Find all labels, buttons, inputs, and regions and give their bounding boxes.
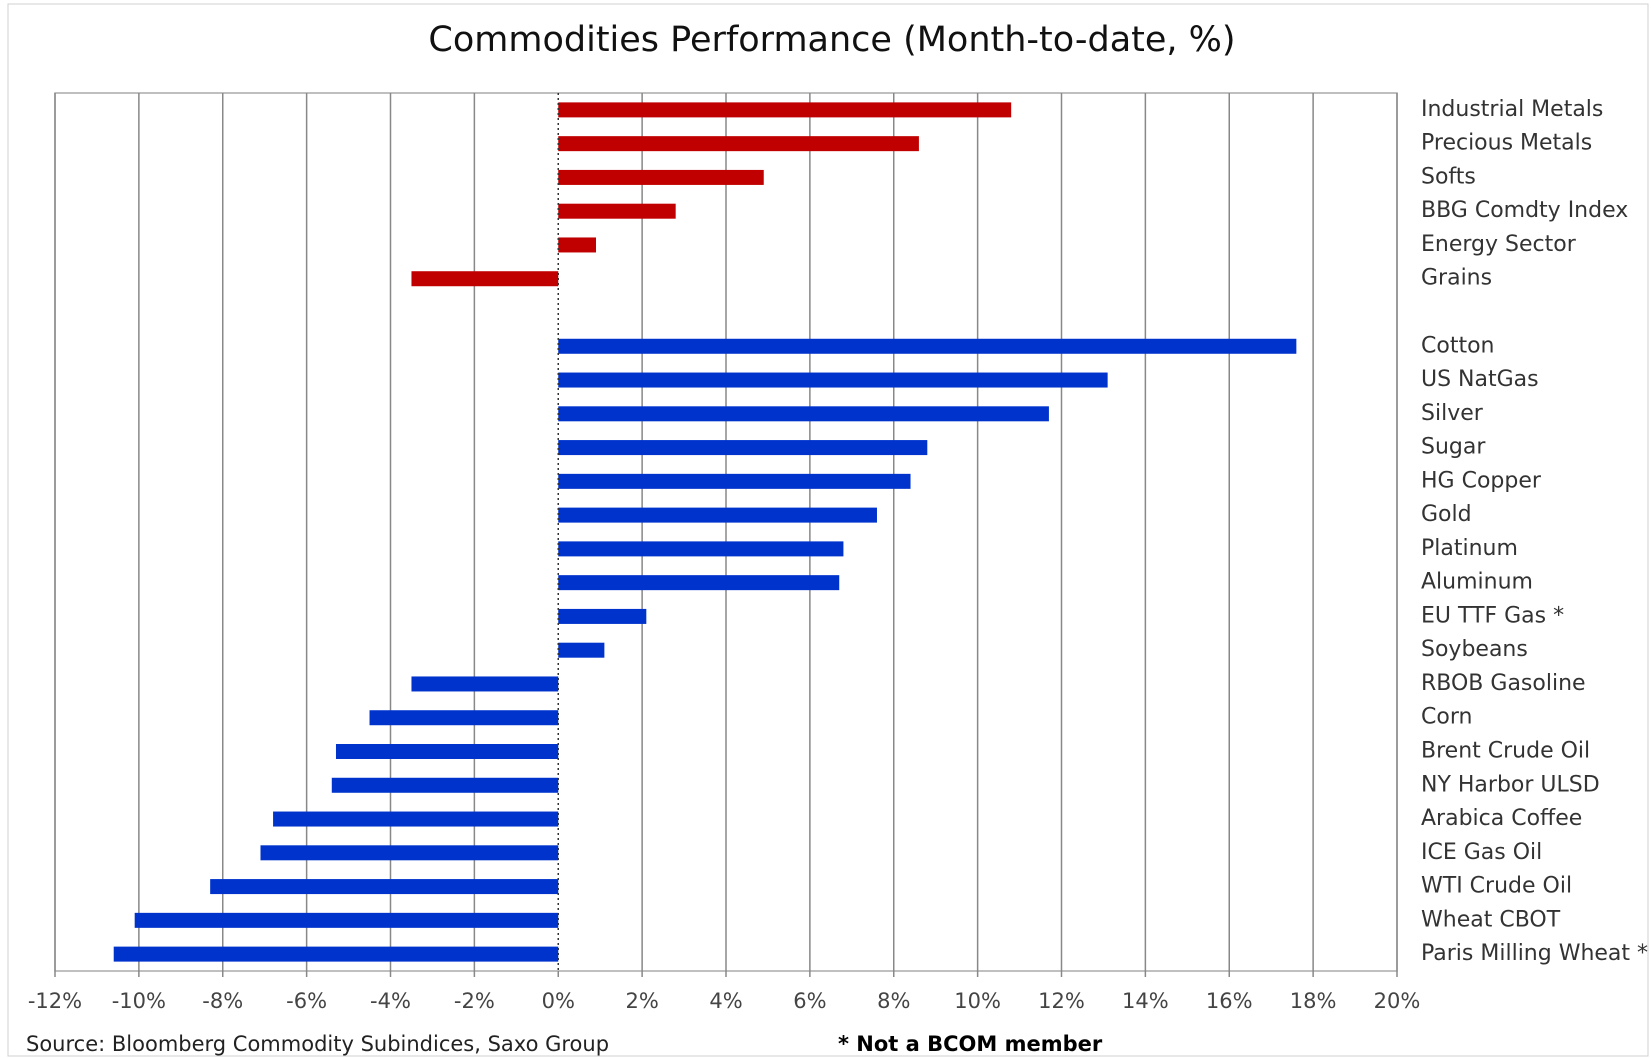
source: Source: Bloomberg Commodity Subindices, … xyxy=(26,1032,609,1056)
category-label: Aluminum xyxy=(1421,570,1533,595)
bar xyxy=(558,541,844,557)
chart-title: Commodities Performance (Month-to-date, … xyxy=(428,20,1235,60)
x-tick-label: 12% xyxy=(1038,989,1085,1013)
category-label: Grains xyxy=(1421,266,1492,291)
category-label: Sugar xyxy=(1421,435,1486,460)
bar xyxy=(331,777,559,793)
category-label: Soybeans xyxy=(1421,637,1528,662)
category-label: Arabica Coffee xyxy=(1421,806,1582,831)
bar xyxy=(134,912,559,928)
category-label: Silver xyxy=(1421,401,1484,426)
category-label: Brent Crude Oil xyxy=(1421,739,1590,764)
bar xyxy=(210,879,559,895)
category-label: WTI Crude Oil xyxy=(1421,874,1572,899)
category-label: Cotton xyxy=(1421,333,1494,358)
bar xyxy=(558,136,919,152)
category-label: US NatGas xyxy=(1421,367,1539,392)
bar xyxy=(558,507,877,523)
x-tick-label: -10% xyxy=(112,989,166,1013)
x-tick-label: 4% xyxy=(709,989,742,1013)
bar xyxy=(558,642,605,658)
category-label: Softs xyxy=(1421,164,1476,189)
category-label: RBOB Gasoline xyxy=(1421,671,1586,696)
bar xyxy=(558,406,1049,422)
x-tick-label: -8% xyxy=(202,989,243,1013)
category-label: ICE Gas Oil xyxy=(1421,840,1542,865)
x-tick-label: 8% xyxy=(877,989,910,1013)
x-tick-label: 0% xyxy=(542,989,575,1013)
category-label: BBG Comdty Index xyxy=(1421,198,1628,223)
category-label: NY Harbor ULSD xyxy=(1421,772,1600,797)
x-tick-label: 18% xyxy=(1290,989,1337,1013)
bar xyxy=(558,372,1108,388)
footnote: * Not a BCOM member xyxy=(838,1032,1103,1056)
bar xyxy=(260,845,559,861)
x-tick-label: 2% xyxy=(625,989,658,1013)
bar xyxy=(558,575,840,591)
category-label: Platinum xyxy=(1421,536,1518,561)
category-label: Precious Metals xyxy=(1421,131,1592,156)
bar xyxy=(558,473,911,489)
bar xyxy=(558,608,647,624)
bar xyxy=(558,440,928,456)
x-tick-label: 10% xyxy=(954,989,1001,1013)
bar xyxy=(558,203,676,219)
x-tick-label: -2% xyxy=(454,989,495,1013)
x-tick-label: -12% xyxy=(28,989,82,1013)
bar xyxy=(273,811,559,827)
x-tick-label: 20% xyxy=(1374,989,1421,1013)
bar xyxy=(558,102,1012,118)
x-tick-label: -6% xyxy=(286,989,327,1013)
bar xyxy=(369,710,559,726)
bar xyxy=(113,946,559,962)
bar xyxy=(558,237,596,253)
bar xyxy=(558,169,764,185)
bar xyxy=(335,744,559,759)
bar xyxy=(411,676,559,692)
category-label: Energy Sector xyxy=(1421,232,1577,257)
x-tick-label: 14% xyxy=(1122,989,1169,1013)
category-label: Paris Milling Wheat * xyxy=(1421,941,1648,966)
chart-border xyxy=(7,3,1649,1057)
x-tick-label: 6% xyxy=(793,989,826,1013)
category-label: Gold xyxy=(1421,502,1472,527)
bar xyxy=(411,271,559,287)
x-tick-label: 16% xyxy=(1206,989,1253,1013)
category-label: Wheat CBOT xyxy=(1421,907,1561,932)
category-label: Industrial Metals xyxy=(1421,97,1603,122)
category-label: Corn xyxy=(1421,705,1472,730)
category-label: HG Copper xyxy=(1421,468,1542,493)
bar xyxy=(558,338,1297,354)
category-label: EU TTF Gas * xyxy=(1421,603,1564,628)
x-tick-label: -4% xyxy=(370,989,411,1013)
